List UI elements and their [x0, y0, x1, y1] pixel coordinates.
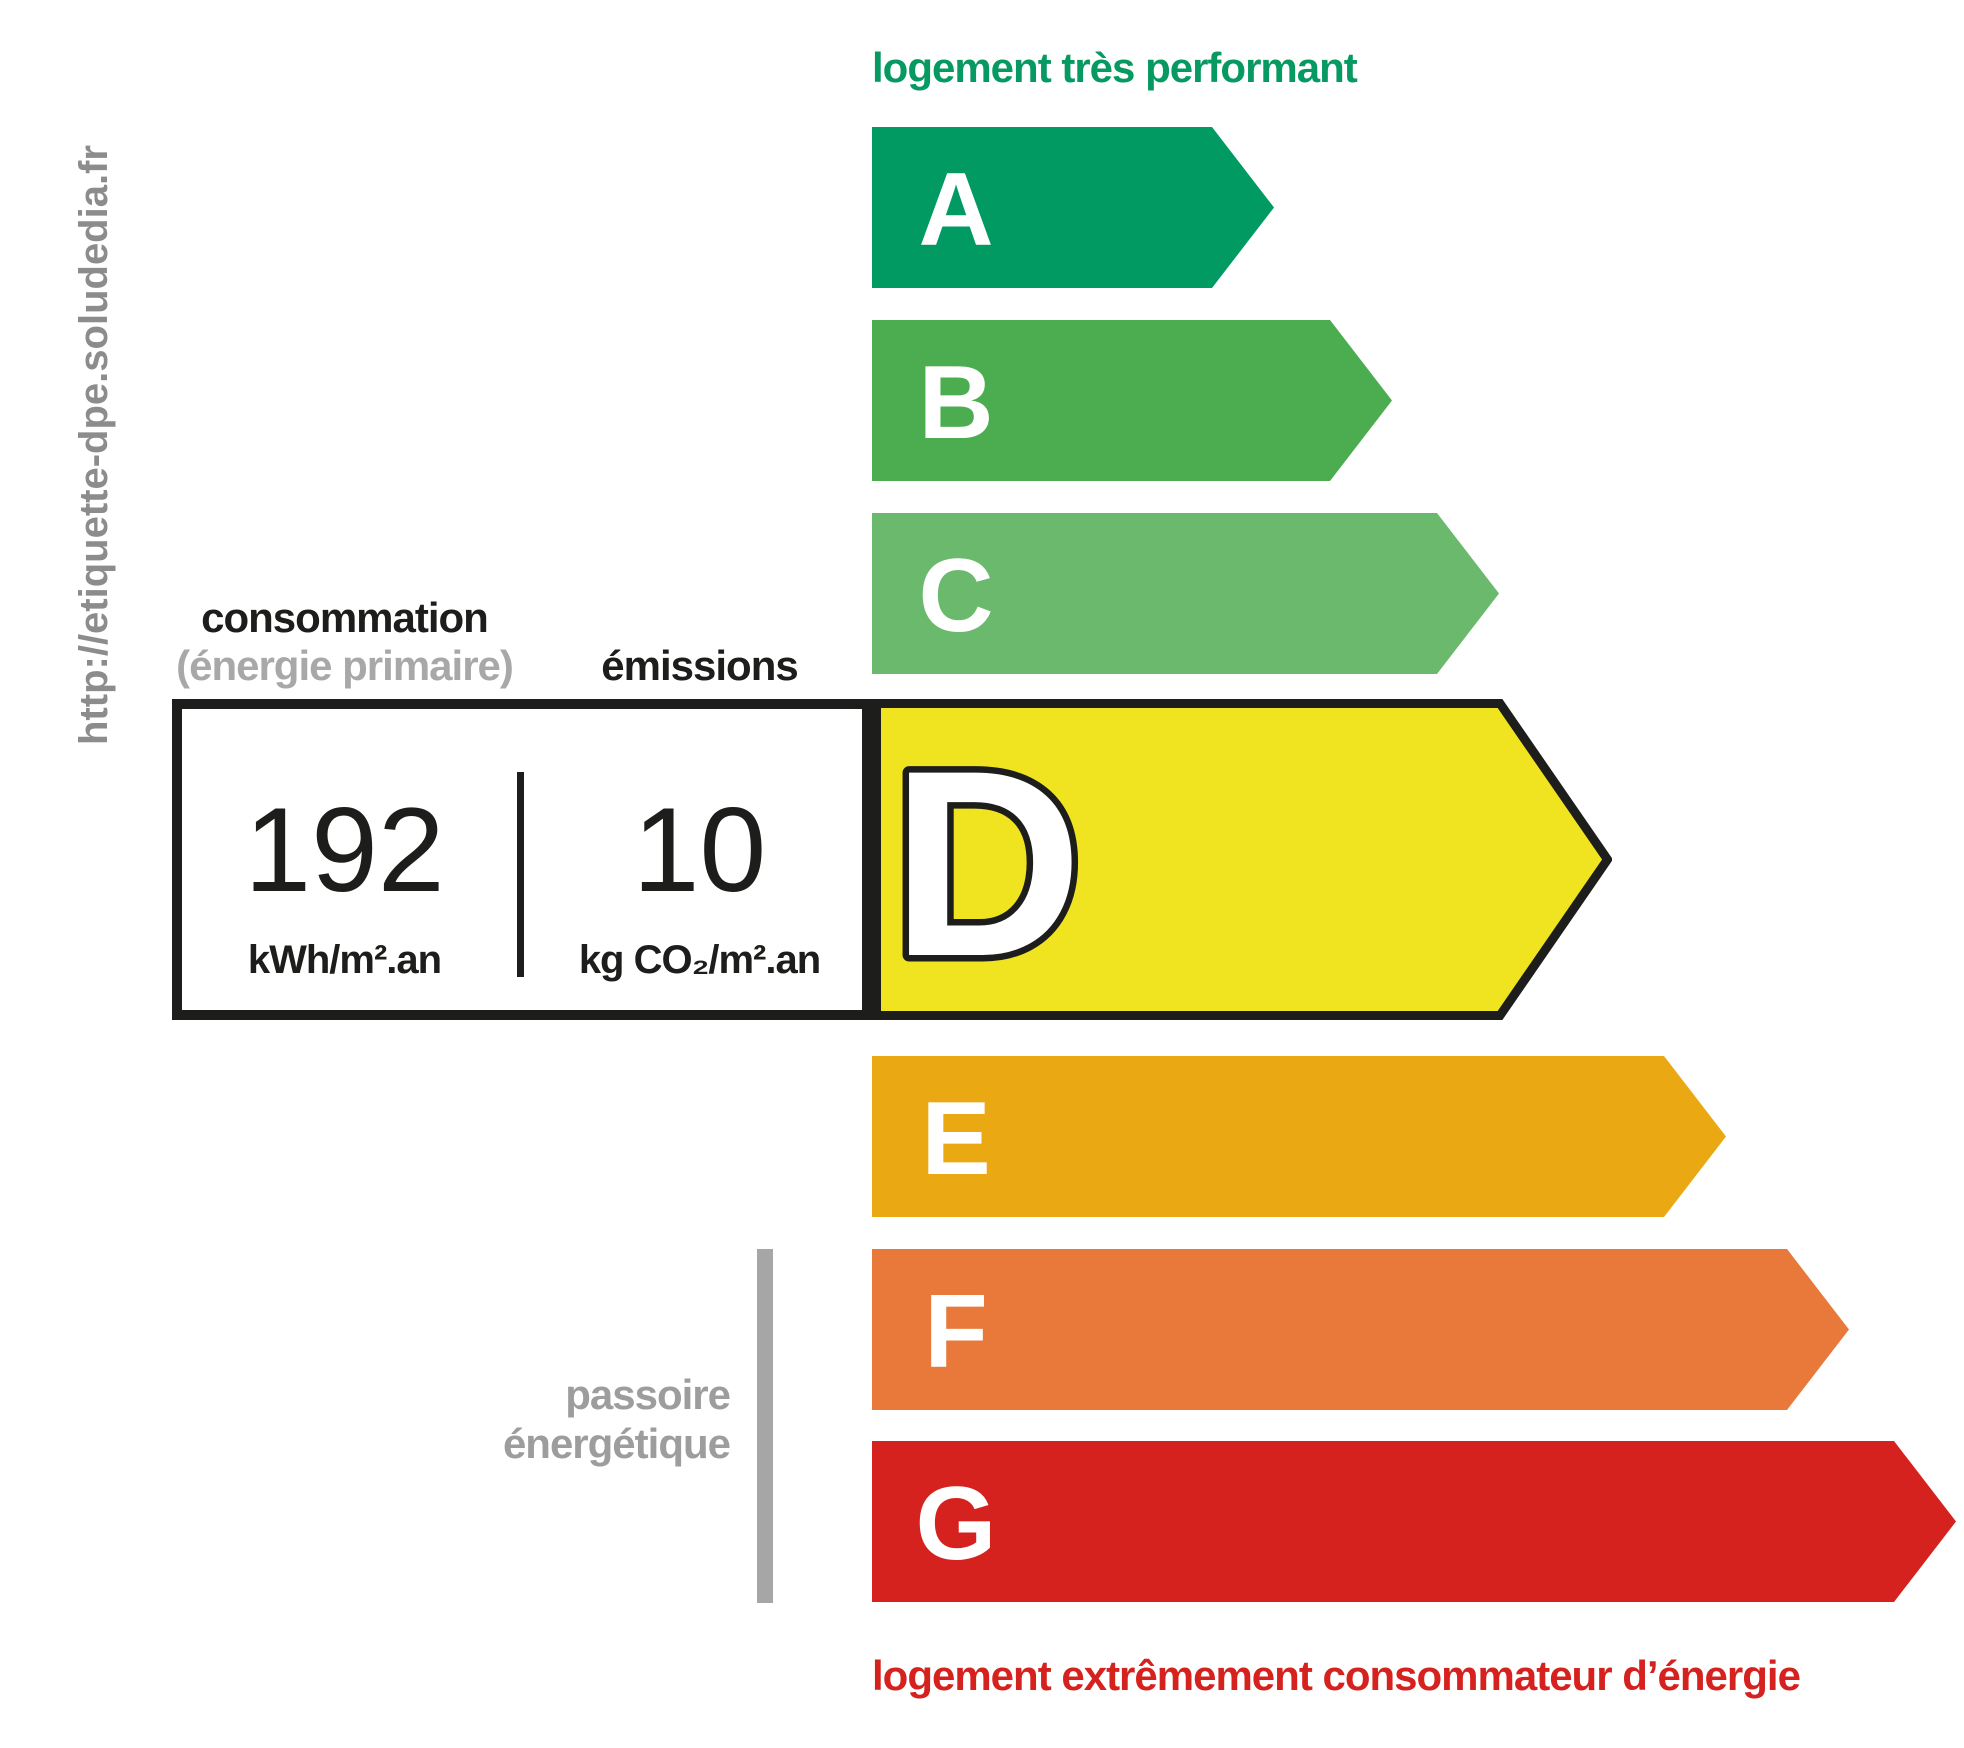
- grade-letter-g: G: [916, 1466, 997, 1582]
- grade-letter-c: C: [918, 538, 993, 654]
- passoire-label-line1: passoire: [565, 1371, 731, 1418]
- grade-bar-g: G: [872, 1441, 1956, 1602]
- grade-letter-a: A: [918, 152, 993, 268]
- bottom-caption: logement extrêmement consommateur d’éner…: [872, 1652, 1801, 1699]
- metrics-divider: [517, 772, 524, 977]
- grade-bar-f: F: [872, 1249, 1849, 1410]
- watermark-url: http://etiquette-dpe.soludedia.fr: [72, 145, 116, 745]
- grade-bar-a: A: [872, 127, 1274, 288]
- grade-arrow-c: [872, 513, 1499, 674]
- emissions-value: 10: [632, 783, 767, 917]
- grade-arrow-d: [872, 699, 1612, 1020]
- emissions-unit: kg CO₂/m².an: [578, 938, 821, 982]
- grade-letter-f: F: [924, 1274, 988, 1390]
- grade-letter-b: B: [918, 345, 993, 461]
- emissions-label: émissions: [601, 642, 798, 689]
- grade-arrow-f: [872, 1249, 1849, 1410]
- passoire-label: passoire énergétique: [380, 1370, 731, 1468]
- top-caption: logement très performant: [872, 44, 1358, 91]
- grade-letter-d: D: [891, 716, 1082, 1012]
- grade-arrow-a: [872, 127, 1274, 288]
- passoire-bracket-bar: [757, 1249, 773, 1603]
- grade-bar-e: E: [872, 1056, 1726, 1217]
- consumption-unit: kWh/m².an: [247, 938, 442, 982]
- consumption-label: consommation: [201, 594, 489, 641]
- consumption-sublabel: (énergie primaire): [176, 642, 514, 689]
- grade-arrow-e: [872, 1056, 1726, 1217]
- grade-arrow-g: [872, 1441, 1956, 1602]
- grade-arrow-b: [872, 320, 1392, 481]
- grade-letter-e: E: [921, 1081, 990, 1197]
- grade-bar-d-selected: D: [872, 699, 1612, 1020]
- grade-bar-c: C: [872, 513, 1499, 674]
- grade-bar-b: B: [872, 320, 1392, 481]
- passoire-label-line2: énergétique: [502, 1420, 731, 1467]
- consumption-value: 192: [244, 783, 445, 917]
